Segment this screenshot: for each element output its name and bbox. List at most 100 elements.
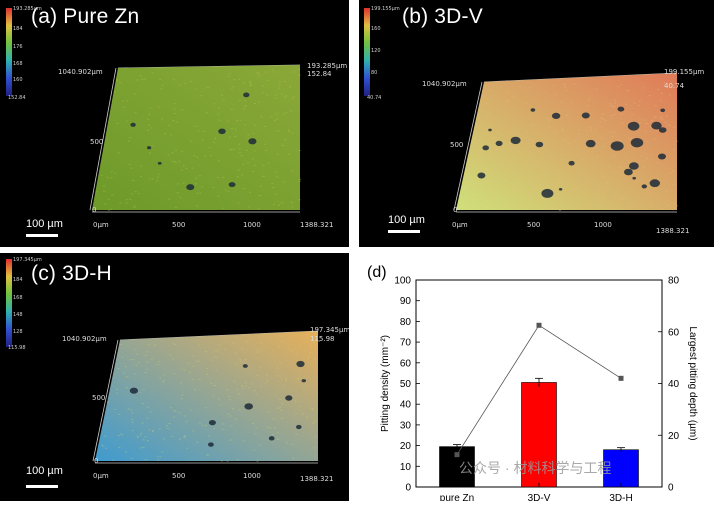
surface-map-panel-3d-h: (c) 3D-H 197.345µm 184 168 148 128 115.9… [0, 253, 349, 501]
x-tick-label-1: 3D-V [528, 493, 551, 501]
x-tick-c-0: 0µm [93, 472, 109, 480]
colorbar-a [6, 8, 12, 96]
colorbar-tick-c-2: 168 [13, 295, 23, 301]
bar-3d-v [521, 382, 557, 488]
z-bottom-b: 40.74 [664, 82, 685, 90]
x-tick-a-2: 1000 [243, 221, 261, 229]
colorbar-bottom-c: 115.98 [8, 345, 26, 351]
colorbar-tick-a-2: 176 [13, 44, 23, 50]
pitting-chart: 0 10 20 30 40 50 60 70 80 90 100 0 20 40 60 80 pure Zn 3D… [367, 264, 698, 504]
y-axis-label: Pitting density (mm⁻²) [380, 335, 391, 432]
y-tick-label-0: 0 [405, 483, 411, 494]
surface-pits-c [129, 360, 306, 447]
colorbar-top-a: 193.285µm [13, 6, 42, 12]
depth-point-0 [454, 452, 460, 458]
y-tick-label-6: 60 [400, 358, 412, 369]
surface-plane-c [95, 331, 318, 461]
colorbar-tick-a-4: 160 [13, 77, 23, 83]
surface-map-panel-3d-v: (b) 3D-V 199.155µm 160 120 80 40.74 1040… [359, 0, 714, 247]
y-mid-b: 500 [450, 141, 464, 149]
colorbar-tick-b-2: 120 [371, 48, 381, 54]
colorbar-tick-c-1: 184 [13, 277, 23, 283]
colorbar-c [6, 259, 12, 347]
x-tick-b-2: 1000 [594, 221, 612, 229]
x-tick-a-1: 500 [172, 221, 186, 229]
x-tick-a-0: 0µm [93, 221, 109, 229]
y-tick-label-1: 10 [400, 462, 412, 473]
y-mid-c: 500 [92, 394, 106, 402]
y2-tick-label-0: 0 [668, 483, 674, 494]
y-zero-c: 0 [94, 457, 99, 465]
scale-label-c: 100 µm [26, 465, 63, 477]
surface-plane-a [92, 65, 300, 210]
y-tick-label-5: 50 [400, 379, 412, 390]
z-bottom-c: 115.98 [310, 335, 335, 343]
panel-label-d: (d) [367, 264, 387, 281]
y-tick-label-3: 30 [400, 420, 412, 431]
y-extent-c: 1040.902µm [62, 335, 107, 343]
surface-plane-b [456, 73, 677, 210]
colorbar-tick-b-1: 160 [371, 26, 381, 32]
surface-map-pure-zn [89, 64, 302, 213]
colorbar-bottom-b: 40.74 [367, 95, 382, 101]
colorbar-b [364, 8, 370, 96]
colorbar-tick-a-1: 184 [13, 26, 23, 32]
colorbar-bottom-a: 152.84 [8, 95, 26, 101]
surface-map-3d-v [453, 72, 679, 213]
pitting-chart-panel: 0 10 20 30 40 50 60 70 80 90 100 0 20 40 60 80 pure Zn 3D… [359, 253, 714, 504]
colorbar-tick-a-3: 168 [13, 61, 23, 67]
surface-texture-a [93, 68, 302, 211]
surface-map-panel-pure-zn: (a) Pure Zn 193.285µm 184 176 168 160 15… [0, 0, 349, 247]
surface-y-axis-a [89, 67, 117, 211]
z-top-b: 199.155µm [664, 68, 705, 76]
x-tick-b-1: 500 [527, 221, 541, 229]
surface-map-3d-h [92, 330, 320, 464]
y-tick-label-8: 80 [400, 317, 412, 328]
y-zero-a: 0 [92, 206, 97, 214]
z-top-a: 193.285µm [307, 62, 348, 70]
x-tick-c-1: 500 [172, 472, 186, 480]
y-zero-b: 0 [453, 206, 458, 214]
x-tick-c-2: 1000 [243, 472, 261, 480]
z-top-c: 197.345µm [310, 326, 349, 334]
z-bottom-a: 152.84 [307, 70, 332, 78]
y-tick-label-9: 90 [400, 296, 412, 307]
panel-label-b: (b) 3D-V [402, 5, 483, 28]
depth-point-1 [536, 322, 542, 328]
y-tick-label-4: 40 [400, 400, 412, 411]
x-tick-a-3: 1388.321 [300, 221, 334, 229]
scale-label-b: 100 µm [388, 214, 425, 226]
surface-y-axis-c [92, 339, 119, 462]
panel-label-c: (c) 3D-H [31, 262, 112, 285]
x-tick-b-0: 0µm [452, 221, 468, 229]
bar-3d-h [603, 449, 639, 488]
depth-point-2 [618, 375, 624, 381]
surface-texture-b [458, 82, 679, 211]
watermark: 公众号 · 材料科学与工程 [459, 460, 611, 476]
y-extent-b: 1040.902µm [422, 80, 467, 88]
colorbar-tick-c-3: 148 [13, 312, 23, 318]
scale-bar-b [388, 230, 420, 233]
scale-label-a: 100 µm [26, 218, 63, 230]
surface-pits-b [477, 106, 667, 198]
y2-tick-label-1: 20 [668, 431, 680, 442]
x-tick-label-2: 3D-H [609, 493, 632, 501]
y-tick-label-10: 100 [394, 276, 411, 287]
x-tick-b-3: 1388.321 [656, 227, 690, 235]
surface-pits-a [130, 92, 257, 191]
colorbar-tick-c-4: 128 [13, 329, 23, 335]
y-mid-a: 500 [90, 138, 104, 146]
y2-tick-label-2: 40 [668, 379, 680, 390]
y2-tick-label-3: 60 [668, 327, 680, 338]
surface-y-axis-b [453, 81, 483, 211]
y-tick-label-7: 70 [400, 338, 412, 349]
y-tick-label-2: 20 [400, 441, 412, 452]
scale-bar-c [26, 485, 58, 488]
x-tick-label-0: pure Zn [440, 493, 474, 501]
colorbar-top-c: 197.345µm [13, 257, 42, 263]
scale-bar-a [26, 234, 58, 237]
colorbar-top-b: 199.155µm [371, 6, 400, 12]
panel-label-a: (a) Pure Zn [31, 5, 140, 28]
y2-tick-label-4: 80 [668, 276, 680, 287]
y2-axis-label: Largest pitting depth (µm) [687, 326, 698, 440]
